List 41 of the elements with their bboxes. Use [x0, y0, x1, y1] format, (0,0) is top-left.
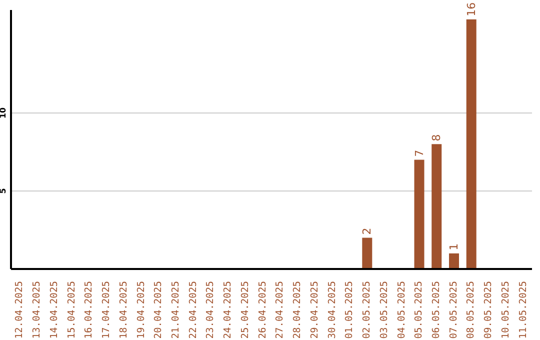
- x-tick-label: 04.05.2025: [396, 281, 408, 339]
- data-label: 8: [430, 134, 444, 142]
- x-tick-label: 03.05.2025: [378, 281, 390, 339]
- x-tick-label: 27.04.2025: [274, 281, 286, 339]
- x-tick-label: 12.04.2025: [14, 281, 26, 339]
- x-tick-label: 20.04.2025: [153, 281, 164, 339]
- y-tick-label: 5: [0, 188, 8, 194]
- bar: [414, 160, 424, 269]
- x-tick-label: 29.04.2025: [309, 281, 320, 339]
- x-tick-label: 25.04.2025: [240, 281, 251, 339]
- x-tick-label: 11.05.2025: [518, 281, 529, 339]
- x-tick-label: 07.05.2025: [448, 281, 460, 339]
- data-label: 16: [464, 2, 478, 16]
- x-tick-label: 14.04.2025: [48, 281, 60, 339]
- x-tick-label: 01.05.2025: [344, 281, 356, 339]
- x-tick-label: 19.04.2025: [136, 281, 147, 339]
- x-tick-label: 15.04.2025: [66, 281, 78, 339]
- x-tick-label: 02.05.2025: [362, 281, 373, 339]
- x-tick-label: 28.04.2025: [292, 281, 304, 339]
- x-tick-label: 23.04.2025: [205, 281, 216, 339]
- x-tick-label: 09.05.2025: [483, 281, 494, 339]
- bar: [466, 19, 476, 269]
- x-tick-label: 30.04.2025: [326, 281, 338, 339]
- x-tick-label: 05.05.2025: [414, 281, 425, 339]
- x-tick-label: 08.05.2025: [466, 281, 477, 339]
- x-tick-label: 17.04.2025: [101, 281, 112, 339]
- x-tick-label: 16.04.2025: [84, 281, 95, 339]
- bar: [432, 144, 442, 269]
- bar: [362, 238, 372, 269]
- data-label: 1: [447, 243, 460, 250]
- x-tick-label: 22.04.2025: [188, 281, 199, 339]
- data-label: 7: [412, 150, 426, 157]
- bar: [448, 253, 459, 269]
- x-tick-label: 13.04.2025: [32, 281, 43, 339]
- data-label: 2: [360, 228, 374, 235]
- x-tick-label: 18.04.2025: [118, 281, 130, 339]
- x-tick-label: 21.04.2025: [170, 281, 182, 339]
- x-tick-label: 06.05.2025: [430, 281, 442, 339]
- x-tick-label: 26.04.2025: [257, 281, 268, 339]
- x-tick-label: 24.04.2025: [222, 281, 234, 339]
- x-tick-label: 10.05.2025: [500, 281, 512, 339]
